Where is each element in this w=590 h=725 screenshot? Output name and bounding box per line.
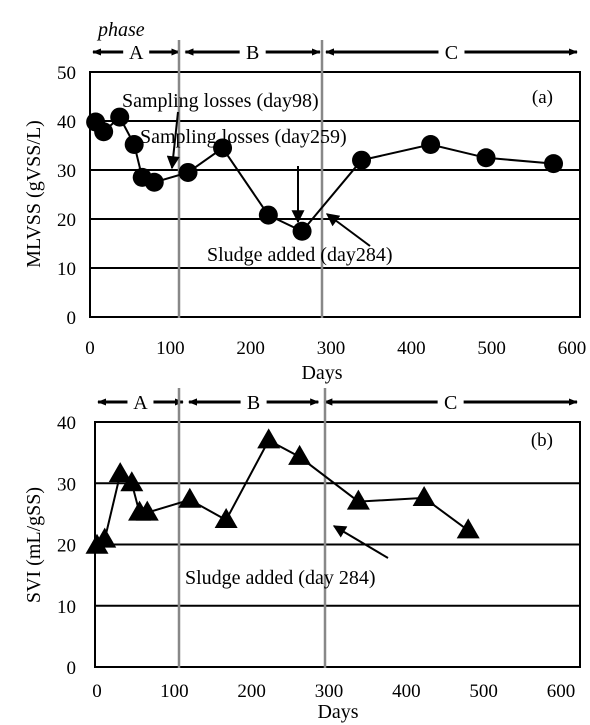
data-point	[258, 205, 278, 225]
y-tick-label: 40	[57, 413, 76, 434]
y-tick-label: 0	[67, 308, 77, 329]
annotation-sampling-98: Sampling losses (day98)	[122, 90, 319, 170]
y-tick-label: 0	[67, 658, 77, 679]
x-tick-label: 300	[315, 681, 344, 702]
y-tick-label: 30	[57, 474, 76, 495]
y-axis-label-b: SVI (mL/gSS)	[23, 487, 45, 603]
data-point	[288, 444, 312, 465]
phase-label: A	[129, 42, 144, 64]
y-tick-label: 20	[57, 210, 76, 231]
data-point	[135, 500, 159, 521]
phase-band-a: A B C	[92, 42, 578, 64]
y-tick-label: 10	[57, 597, 76, 618]
panel-tag-a: (a)	[532, 87, 553, 108]
grid-b	[95, 482, 580, 607]
data-point	[178, 162, 198, 182]
phase-label: C	[445, 42, 458, 64]
x-tick-label: 500	[469, 681, 498, 702]
data-point	[213, 138, 233, 158]
x-tick-label: 500	[477, 338, 506, 359]
annotation-label: Sludge added (day 284)	[185, 567, 376, 589]
y-tick-label: 50	[57, 63, 76, 84]
y-axis-label-a: MLVSS (gVSS/L)	[23, 120, 45, 268]
x-tick-label: 300	[317, 338, 346, 359]
data-point	[94, 122, 114, 142]
x-tick-label: 600	[547, 681, 576, 702]
annotation-arrow	[325, 213, 371, 247]
annotation-sludge-284: Sludge added (day284)	[207, 213, 393, 266]
data-point	[421, 135, 441, 155]
annotation-sludge-284-b: Sludge added (day 284)	[185, 525, 389, 589]
plot-frame-a	[89, 71, 581, 318]
annotation-label: Sludge added (day284)	[207, 244, 393, 266]
series-line-b	[96, 439, 469, 547]
ticks-a: 0 100 200 300 400 500 600 0 10 20 30 40 50	[57, 63, 586, 359]
data-point	[412, 485, 436, 506]
annotation-sampling-259: Sampling losses (day259)	[140, 126, 347, 224]
y-tick-label: 40	[57, 112, 76, 133]
data-point	[544, 154, 564, 174]
y-tick-label: 30	[57, 161, 76, 182]
annotation-label: Sampling losses (day98)	[122, 90, 319, 112]
panel-a: phase A B C 0 100 200 300 400 500 600 0 10 20 30 40 50…	[23, 19, 586, 384]
y-tick-label: 20	[57, 536, 76, 557]
x-axis-label-b: Days	[317, 701, 358, 723]
data-point	[257, 428, 281, 449]
x-tick-label: 400	[397, 338, 426, 359]
data-point	[110, 107, 130, 127]
data-point	[108, 462, 132, 483]
y-tick-label: 10	[57, 259, 76, 280]
x-axis-label-a: Days	[301, 362, 342, 384]
panel-b: A B C 0 100 200 300 400 500 600 0 10 20 30 40 (b) Slu…	[23, 388, 581, 723]
markers-a	[86, 107, 564, 241]
data-point	[93, 527, 117, 548]
annotation-arrow	[332, 525, 389, 559]
data-point	[214, 508, 238, 528]
grid-a	[90, 120, 580, 269]
annotation-arrow	[166, 111, 180, 170]
x-tick-label: 0	[85, 338, 95, 359]
phase-word: phase	[96, 19, 145, 41]
data-point	[178, 487, 202, 508]
data-point	[346, 489, 370, 510]
x-tick-label: 100	[160, 681, 189, 702]
data-point	[476, 148, 496, 168]
phase-label: B	[247, 392, 260, 414]
data-point	[456, 518, 480, 539]
x-tick-label: 400	[392, 681, 421, 702]
x-tick-label: 100	[156, 338, 185, 359]
x-tick-label: 0	[92, 681, 102, 702]
phase-band-b: A B C	[97, 392, 578, 414]
phase-label: C	[444, 392, 457, 414]
data-point	[144, 172, 164, 192]
phase-label: B	[246, 42, 259, 64]
ticks-b: 0 100 200 300 400 500 600 0 10 20 30 40	[57, 413, 575, 702]
annotation-label: Sampling losses (day259)	[140, 126, 347, 148]
markers-b	[85, 428, 480, 554]
data-point	[292, 221, 312, 241]
data-point	[124, 135, 144, 155]
x-tick-label: 200	[236, 338, 265, 359]
phase-label: A	[133, 392, 148, 414]
data-point	[120, 471, 144, 492]
data-point	[352, 150, 372, 170]
panel-tag-b: (b)	[531, 430, 553, 451]
x-tick-label: 600	[558, 338, 587, 359]
x-tick-label: 200	[237, 681, 266, 702]
